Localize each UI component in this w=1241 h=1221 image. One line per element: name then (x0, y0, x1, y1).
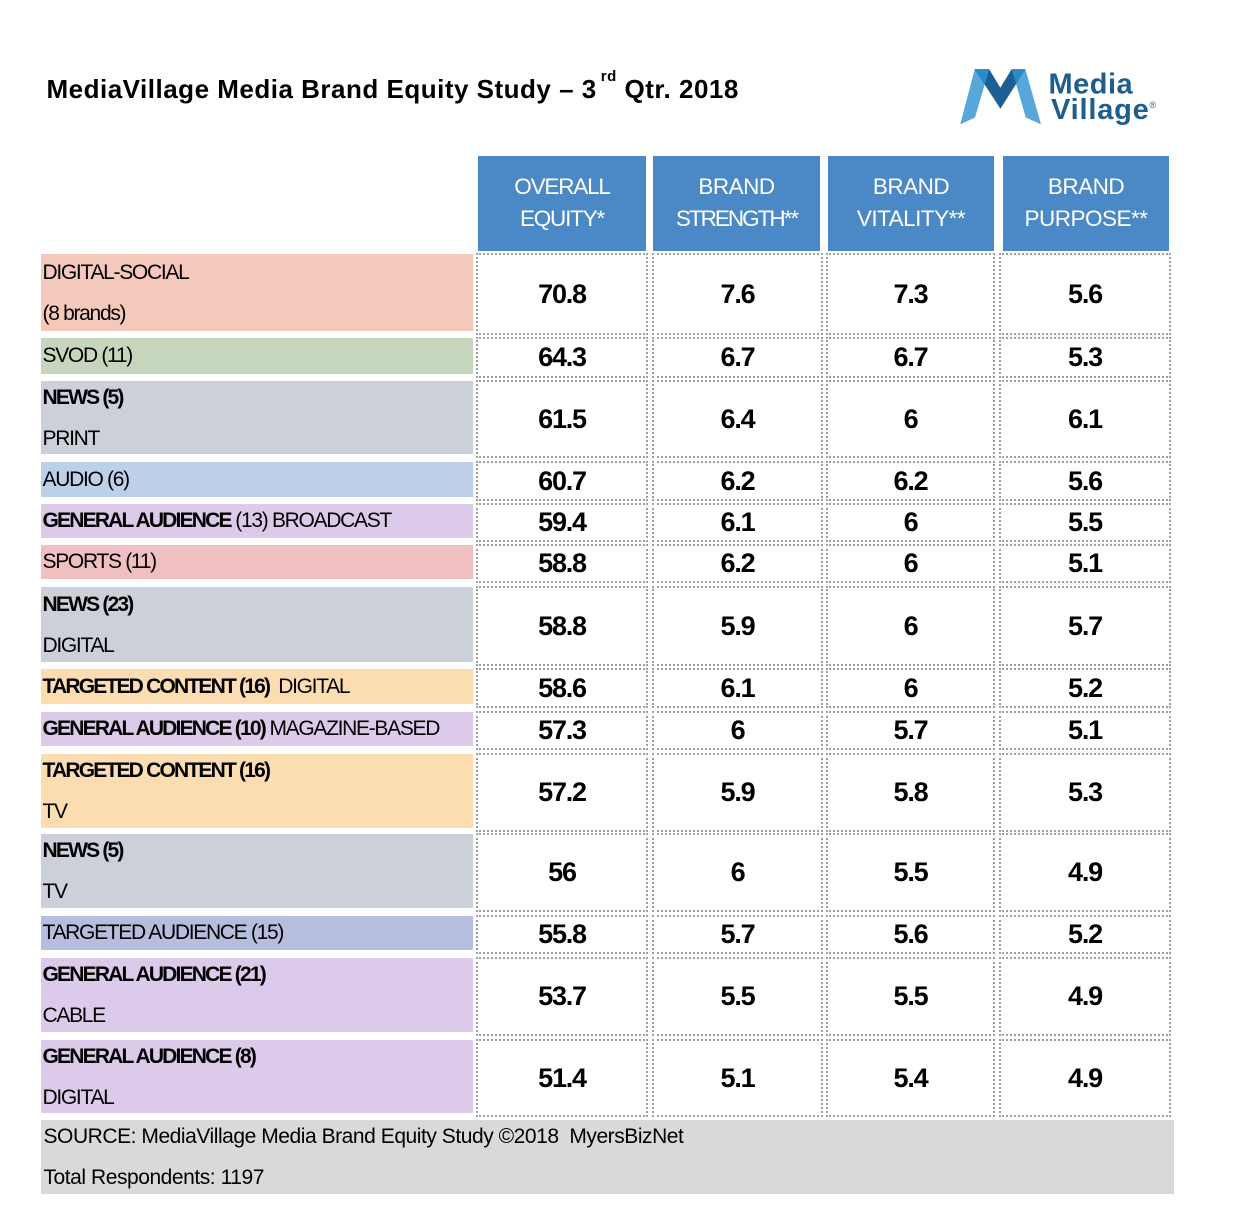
svg-text:Media: Media (1049, 68, 1134, 100)
svg-text:®: ® (1150, 100, 1157, 110)
svg-text:Village: Village (1051, 94, 1150, 126)
